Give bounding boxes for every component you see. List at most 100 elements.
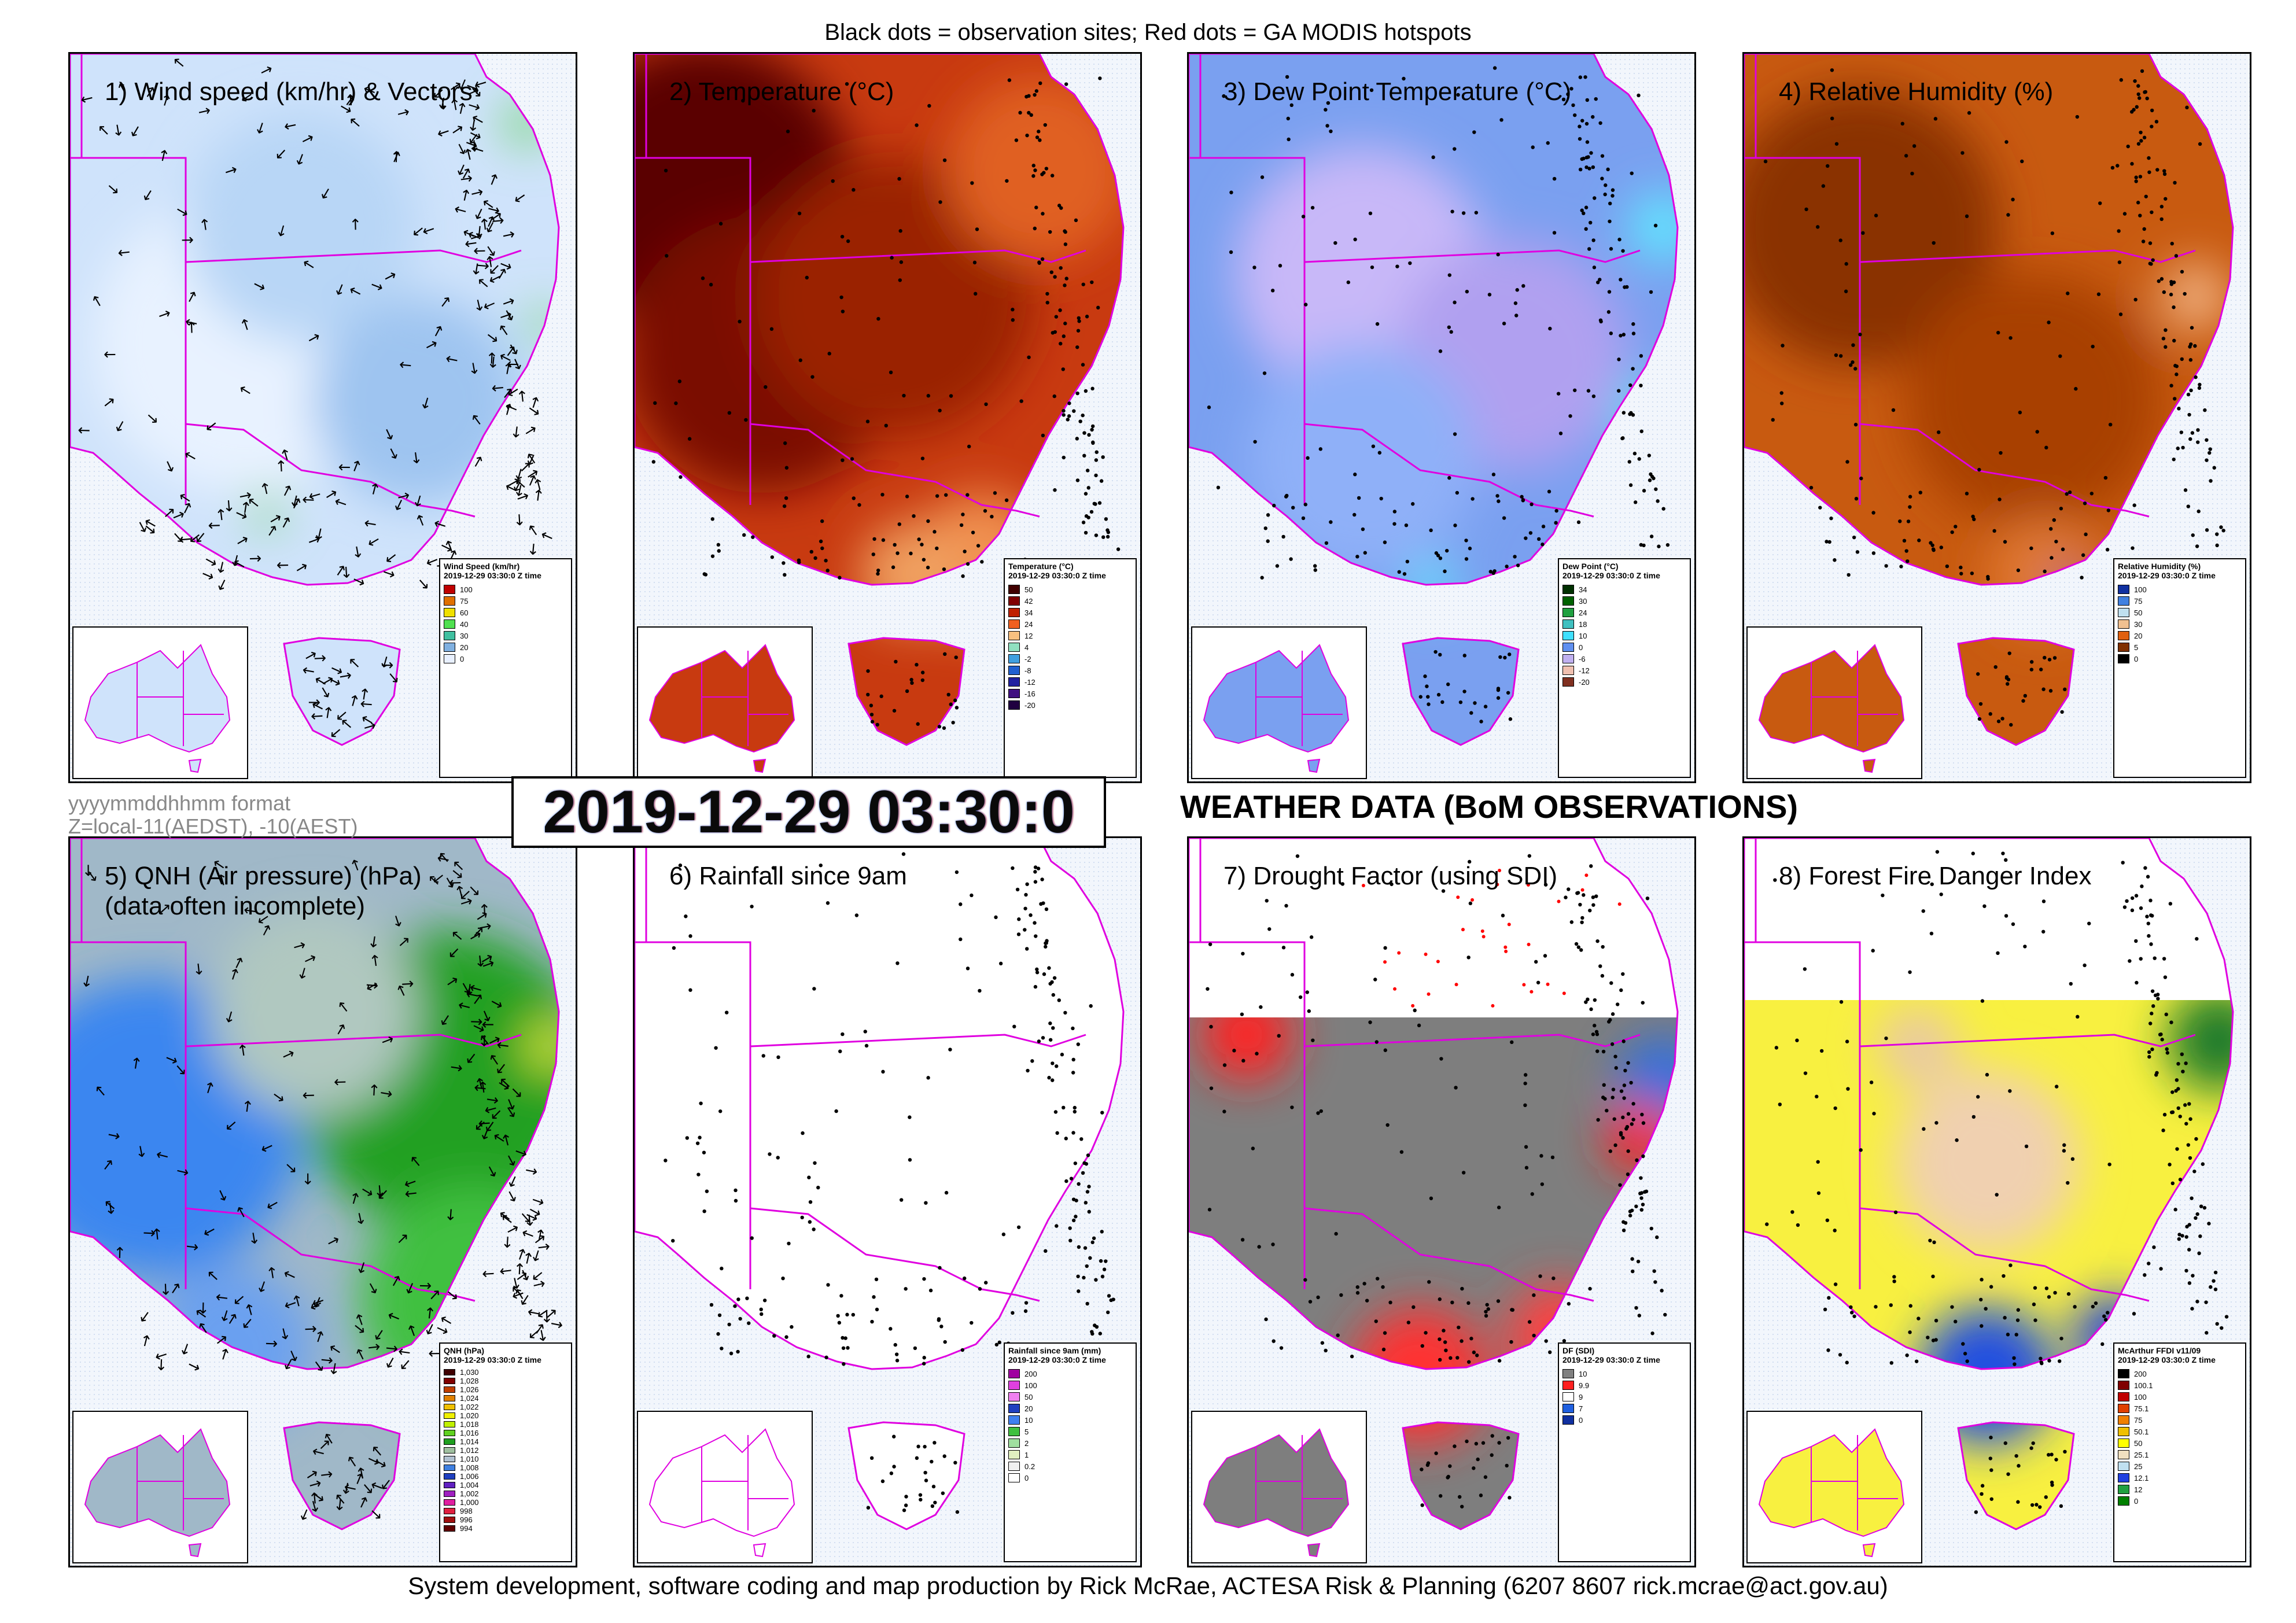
map-legend: Relative Humidity (%) 2019-12-29 03:30:0 … [2113,558,2246,778]
legend-label: 75 [2134,596,2143,606]
svg-text:↗: ↗ [467,86,485,99]
footer-credit: System development, software coding and … [408,1572,1888,1599]
legend-item: 75 [444,595,567,607]
legend-label: -8 [1024,666,1031,675]
svg-text:↗: ↗ [435,850,454,864]
legend-item: 30 [444,630,567,641]
legend-swatch [2118,619,2129,629]
legend-swatch [444,1386,455,1393]
legend-time: 2019-12-29 03:30:0 Z time [2118,1355,2216,1364]
legend-item: 100 [2118,1391,2242,1403]
svg-text:↗: ↗ [474,276,493,290]
legend-label: 30 [1579,596,1587,606]
legend-item: 60 [444,607,567,618]
legend-time: 2019-12-29 03:30:0 Z time [1562,571,1660,580]
legend-swatch [1562,666,1574,675]
svg-text:↗: ↗ [334,999,353,1014]
legend-swatch [444,608,455,617]
inset-map [1191,626,1367,779]
svg-text:↗: ↗ [414,577,432,591]
svg-text:↗: ↗ [359,1482,377,1496]
svg-text:↗: ↗ [438,293,453,312]
legend-item: -2 [1008,653,1132,665]
legend-item: 1,014 [444,1437,567,1446]
legend-label: 998 [460,1507,473,1515]
svg-text:↗: ↗ [346,116,364,130]
legend-label: 7 [1579,1404,1583,1413]
legend-swatch [2118,1438,2129,1448]
legend-swatch [444,1438,455,1445]
legend-item: 0 [1008,1472,1132,1484]
inset-map [1746,626,1922,779]
legend-swatch [1008,1369,1020,1378]
legend-swatch [444,1395,455,1401]
svg-text:↗: ↗ [102,393,116,412]
panel-title-line: 3) Dew Point Temperature (°C) [1223,78,1572,106]
legend-label: 30 [2134,619,2143,629]
legend-label: 1,002 [460,1489,479,1498]
legend-time: 2019-12-29 03:30:0 Z time [1562,1355,1660,1364]
legend-item: 12.1 [2118,1472,2242,1484]
legend-label: 1,026 [460,1385,479,1394]
legend-item: 1,024 [444,1394,567,1403]
legend-label: -16 [1024,689,1035,698]
legend-item: 2 [1008,1437,1132,1449]
map-area [1189,54,1694,781]
legend-item: 12 [2118,1484,2242,1495]
legend-label: 1,004 [460,1481,479,1489]
legend-swatch [1008,1381,1020,1390]
legend-item: 0 [444,653,567,665]
legend-item: 7 [1562,1403,1686,1414]
svg-text:↗: ↗ [448,866,466,881]
legend-label: 24 [1024,619,1033,629]
svg-text:↗: ↗ [399,1355,412,1374]
svg-text:↗: ↗ [467,412,487,427]
legend-swatch [1562,654,1574,663]
legend-swatch [1008,677,1020,687]
legend-item: 0 [2118,1495,2242,1507]
panel-title: 3) Dew Point Temperature (°C) [1223,77,1571,107]
panel-pressure: ↗ ↗ ↗ ↗ ↗ ↗ ↗ ↗ ↗ ↗ ↗ ↗ ↗ ↗ ↗ ↗ ↗ ↗ ↗ ↗ ↗ ↗ ↗ ↗ ↗ ↗ ↗ ↗ ↗ ↗ ↗ ↗ ↗ ↗ ↗ ↗ ↗ ↗ ↗ ↗… [68,836,577,1567]
legend-swatch [1008,1450,1020,1459]
svg-text:↗: ↗ [158,900,171,918]
legend-label: -12 [1579,666,1590,675]
legend-label: 1,024 [460,1394,479,1403]
panel-title: 1) Wind speed (km/hr) & Vectors [105,77,473,107]
map-legend: QNH (hPa) 2019-12-29 03:30:0 Z time 1,030 1… [439,1342,572,1562]
legend-label: 10 [1579,631,1587,640]
panel-subtitle-line: (data often incomplete) [105,891,366,920]
svg-text:↗: ↗ [282,1161,300,1175]
legend-swatch [1008,643,1020,652]
legend-title: McArthur FFDI v11/09 [2118,1346,2201,1355]
legend-label: 0 [1579,1415,1583,1425]
svg-text:↗: ↗ [384,548,399,567]
legend-swatch [1562,1392,1574,1401]
legend-label: 18 [1579,619,1587,629]
legend-swatch [1562,677,1574,687]
legend-swatch [444,1412,455,1419]
legend-item: 50 [1008,584,1132,595]
svg-text:↗: ↗ [318,1436,331,1454]
legend-label: 20 [460,643,469,652]
legend-item: 75.1 [2118,1403,2242,1414]
legend-item: -16 [1008,688,1132,699]
inset-map [72,626,248,779]
legend-item: 34 [1562,584,1686,595]
legend-swatch [2118,1415,2129,1425]
legend-item: 25 [2118,1460,2242,1472]
svg-text:↗: ↗ [309,1489,328,1504]
panel-humidity: 4) Relative Humidity (%) Relative Humidit… [1742,52,2251,783]
legend-swatch [444,1456,455,1462]
svg-text:↗: ↗ [209,857,229,873]
legend-item: 24 [1008,618,1132,630]
panel-title-line: 4) Relative Humidity (%) [1779,78,2054,106]
legend-swatch [444,1482,455,1488]
legend-label: 100 [2134,1392,2147,1401]
svg-text:↗: ↗ [137,1307,153,1326]
svg-text:↗: ↗ [368,1444,386,1458]
svg-text:↗: ↗ [204,1269,222,1282]
legend-swatch [1008,654,1020,663]
legend-swatch [2118,585,2129,594]
legend-label: 20 [2134,631,2143,640]
panel-title-line: 1) Wind speed (km/hr) & Vectors [105,78,473,106]
